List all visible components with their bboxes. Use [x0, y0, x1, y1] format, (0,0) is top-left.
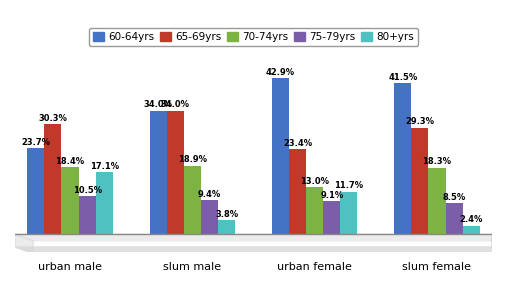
Bar	[306, 187, 323, 234]
Text: 34.0%: 34.0%	[161, 100, 190, 109]
Text: 11.7%: 11.7%	[334, 181, 364, 190]
Bar	[394, 83, 411, 234]
Text: 29.3%: 29.3%	[405, 117, 434, 126]
Legend: 60-64yrs, 65-69yrs, 70-74yrs, 75-79yrs, 80+yrs: 60-64yrs, 65-69yrs, 70-74yrs, 75-79yrs, …	[89, 28, 418, 46]
Polygon shape	[492, 234, 507, 253]
Bar	[79, 196, 96, 234]
Bar	[184, 166, 201, 234]
Polygon shape	[15, 247, 507, 253]
Text: 42.9%: 42.9%	[266, 68, 295, 77]
Bar	[272, 78, 289, 234]
Text: 18.3%: 18.3%	[422, 157, 451, 166]
Bar	[61, 167, 79, 234]
Bar	[411, 128, 428, 234]
Bar	[446, 203, 463, 234]
Text: 2.4%: 2.4%	[459, 215, 483, 224]
Text: 41.5%: 41.5%	[388, 73, 417, 82]
Bar	[463, 226, 480, 234]
Bar	[27, 148, 44, 234]
Bar	[44, 124, 61, 234]
Text: 9.4%: 9.4%	[198, 190, 221, 199]
Bar	[340, 192, 357, 234]
Text: 8.5%: 8.5%	[443, 193, 466, 202]
Bar	[218, 220, 235, 234]
Bar	[428, 168, 446, 234]
Text: 17.1%: 17.1%	[90, 162, 119, 171]
Text: 9.1%: 9.1%	[320, 191, 343, 200]
Text: 34.0%: 34.0%	[143, 100, 172, 109]
Bar	[96, 172, 113, 234]
Text: 18.4%: 18.4%	[55, 157, 85, 166]
Text: 30.3%: 30.3%	[39, 114, 67, 122]
Text: 23.7%: 23.7%	[21, 138, 50, 146]
Polygon shape	[15, 234, 33, 253]
Text: 23.4%: 23.4%	[283, 139, 312, 148]
Bar	[150, 110, 167, 234]
Bar	[167, 110, 184, 234]
Text: 13.0%: 13.0%	[300, 176, 329, 185]
Bar	[323, 201, 340, 234]
Bar	[201, 200, 218, 234]
Polygon shape	[15, 234, 507, 241]
Text: 10.5%: 10.5%	[73, 185, 102, 195]
Text: 18.9%: 18.9%	[178, 155, 207, 164]
Bar	[289, 149, 306, 234]
Text: 3.8%: 3.8%	[215, 210, 238, 219]
